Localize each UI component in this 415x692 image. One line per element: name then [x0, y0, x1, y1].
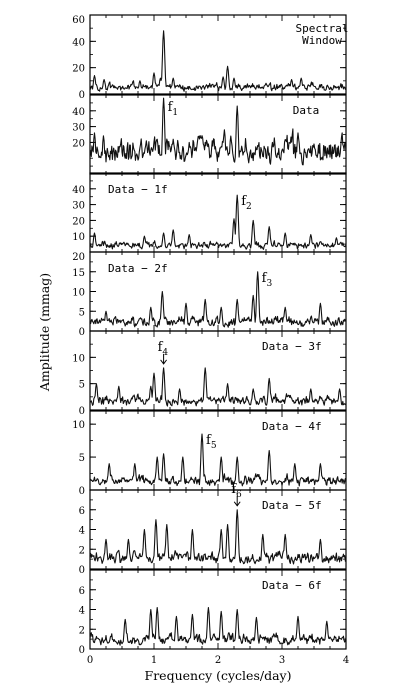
panel-label-line1: Spectral	[296, 22, 349, 35]
y-axis-label: Amplitude (mmag)	[37, 273, 52, 392]
y-tick-label: 10	[72, 288, 85, 299]
y-tick-label: 30	[72, 201, 85, 212]
panel-label: Data − 6f	[262, 579, 322, 592]
y-tick-label: 0	[79, 486, 85, 497]
peak-label-group: f6	[231, 482, 242, 507]
y-tick-label: 4	[79, 526, 85, 537]
peak-label-group: f4	[158, 340, 169, 365]
y-tick-label: 5	[79, 307, 85, 318]
panel-3: 10 20 30 40 Data − 1f f2	[72, 172, 347, 253]
y-tick-label: 20	[72, 138, 85, 149]
y-tick-label: 10	[72, 232, 85, 243]
panel-2: 20 30 40 Data f1	[72, 94, 347, 175]
y-tick-label: 40	[72, 185, 85, 196]
amplitude-trace	[89, 271, 347, 328]
panel-label: Data − 1f	[108, 183, 168, 196]
panel-label: Data	[293, 104, 320, 117]
y-tick-label: 2	[79, 625, 85, 636]
panel-label: Data − 5f	[262, 499, 322, 512]
amplitude-trace	[89, 97, 347, 166]
y-tick-label: 10	[72, 420, 85, 431]
panel-7: 0 2 4 6 Data − 5f f6	[79, 482, 347, 576]
peak-arrow-head	[160, 359, 167, 365]
amplitude-trace	[89, 367, 347, 407]
panel-8: 0 2 4 6 Data − 6f	[79, 569, 347, 656]
panel-label: Data − 4f	[262, 420, 322, 433]
peak-label: f3	[262, 271, 273, 289]
y-tick-label: 20	[72, 64, 85, 75]
y-tick-label: 20	[72, 252, 85, 263]
peak-label-group: f1	[168, 100, 179, 118]
y-tick-label: 0	[79, 565, 85, 576]
y-tick-label: 30	[72, 123, 85, 134]
peak-label: f1	[168, 100, 179, 118]
y-tick-label: 6	[79, 506, 85, 517]
peak-label-group: f3	[262, 271, 273, 289]
x-tick-label: 0	[87, 655, 93, 666]
panel-label-line2: Window	[302, 34, 342, 47]
y-tick-label: 0	[79, 406, 85, 417]
x-tick-label: 1	[151, 655, 157, 666]
amplitude-trace	[89, 194, 347, 250]
peak-label: f6	[231, 482, 242, 500]
panel-4: 0 5 10 15 20 Data − 2f f3	[72, 251, 347, 338]
panel-6: 0 5 10 Data − 4f f5	[72, 410, 347, 497]
peak-label: f2	[241, 194, 252, 212]
y-tick-label: 0	[79, 645, 85, 656]
x-tick-label: 4	[343, 655, 349, 666]
peak-label-group: f2	[241, 194, 252, 212]
panel-label: Data − 2f	[108, 262, 168, 275]
panel-5: 0 5 10 Data − 3f f4	[72, 330, 347, 417]
y-tick-label: 60	[72, 15, 85, 26]
peak-label: f5	[206, 433, 217, 451]
y-tick-label: 6	[79, 586, 85, 597]
y-tick-label: 0	[79, 327, 85, 338]
amplitude-trace	[89, 509, 347, 565]
y-tick-label: 4	[79, 606, 85, 617]
peak-arrow-head	[233, 501, 241, 507]
peak-label-group: f5	[206, 433, 217, 451]
amplitude-trace	[89, 433, 347, 487]
y-tick-label: 5	[79, 380, 85, 391]
y-tick-label: 10	[72, 353, 85, 364]
y-tick-label: 2	[79, 545, 85, 556]
x-axis-label: Frequency (cycles/day)	[145, 668, 292, 683]
x-tick-label: 2	[215, 655, 221, 666]
y-tick-label: 40	[72, 107, 85, 118]
panel-label: Data − 3f	[262, 340, 322, 353]
amplitude-trace	[89, 606, 347, 646]
amplitude-trace	[89, 30, 347, 92]
y-tick-label: 5	[79, 453, 85, 464]
y-tick-label: 40	[72, 37, 85, 48]
y-tick-label: 15	[72, 268, 85, 279]
y-tick-label: 20	[72, 216, 85, 227]
x-tick-label: 3	[279, 655, 285, 666]
peak-label: f4	[158, 340, 169, 358]
y-tick-label: 0	[79, 90, 85, 101]
